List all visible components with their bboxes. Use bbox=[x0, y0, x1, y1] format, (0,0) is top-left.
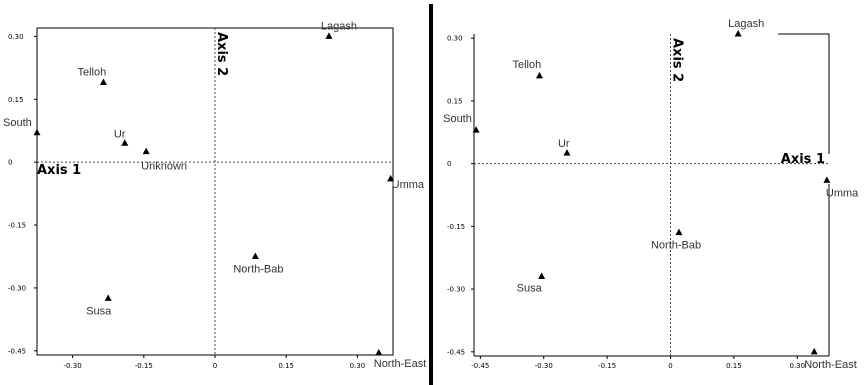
scatter-panel-left: -0.30 -0.15 0 0.15 0.30 0.30 0.15 0 -0.15 -0.30 -0… bbox=[3, 20, 427, 370]
data-point-marker bbox=[99, 78, 107, 85]
data-point-label: South bbox=[3, 117, 32, 129]
data-point-marker bbox=[33, 128, 41, 136]
y-tick-label: -0.30 bbox=[8, 284, 26, 292]
x-tick-label: -0.30 bbox=[64, 362, 82, 370]
data-point-marker bbox=[472, 126, 480, 133]
y-tick-label: 0 bbox=[8, 159, 12, 167]
x-tick-label: 0 bbox=[668, 362, 672, 370]
x-axis-label: Axis 1 bbox=[37, 163, 81, 178]
x-tick-label: 0.30 bbox=[350, 362, 366, 370]
data-point-label: Ur bbox=[114, 128, 126, 140]
y-tick-label: -0.15 bbox=[8, 222, 26, 230]
data-point-marker bbox=[675, 228, 683, 236]
plot-frame bbox=[473, 33, 830, 357]
data-point-marker bbox=[325, 32, 333, 39]
x-tick-label: 0.15 bbox=[278, 362, 294, 370]
data-point-marker bbox=[538, 272, 546, 280]
scatter-panel-right: -0.45 -0.30 -0.15 0 0.15 0.30 0.30 0.15 0 -0.15 -0… bbox=[443, 18, 859, 371]
data-point-marker bbox=[536, 71, 544, 79]
data-point-marker bbox=[734, 30, 742, 37]
x-tick-label: 0.30 bbox=[790, 362, 806, 370]
data-point-marker bbox=[142, 147, 150, 155]
data-point-marker bbox=[121, 139, 129, 146]
data-point-marker bbox=[563, 149, 571, 156]
data-point-marker bbox=[251, 252, 259, 259]
x-tick-label: -0.45 bbox=[471, 362, 489, 370]
x-tick-label: -0.15 bbox=[598, 362, 616, 370]
y-tick-label: 0.15 bbox=[8, 96, 24, 104]
data-point-label: North-Bab bbox=[233, 263, 283, 275]
x-tick-label: -0.30 bbox=[535, 362, 553, 370]
data-point-marker bbox=[104, 294, 112, 301]
y-axis-label: Axis 2 bbox=[670, 38, 685, 82]
y-tick-label: -0.45 bbox=[447, 348, 465, 356]
y-tick-label: -0.15 bbox=[447, 223, 465, 231]
data-point-label: Lagash bbox=[728, 18, 764, 30]
data-point-label: South bbox=[443, 113, 472, 125]
data-point-label: Unknown bbox=[141, 161, 187, 173]
data-point-label: Lagash bbox=[321, 20, 357, 32]
data-point-marker bbox=[375, 348, 383, 356]
data-point-marker bbox=[823, 176, 831, 183]
x-tick-label: -0.15 bbox=[135, 362, 153, 370]
y-axis-label: Axis 2 bbox=[214, 32, 229, 76]
y-tick-label: 0.30 bbox=[447, 35, 463, 43]
data-point-label: Umma bbox=[826, 187, 859, 199]
data-point-label: North-East bbox=[374, 358, 427, 370]
data-point-label: North-Bab bbox=[651, 240, 701, 252]
x-tick-label: 0 bbox=[213, 362, 217, 370]
y-tick-label: -0.30 bbox=[447, 286, 465, 294]
data-point-marker bbox=[810, 347, 818, 355]
y-tick-label: 0.15 bbox=[447, 97, 463, 105]
panel-divider bbox=[429, 4, 433, 385]
data-point-label: Susa bbox=[517, 283, 543, 295]
data-point-marker bbox=[387, 174, 395, 182]
data-point-label: Telloh bbox=[513, 59, 542, 71]
data-point-label: Susa bbox=[86, 305, 112, 317]
x-tick-label: 0.15 bbox=[726, 362, 742, 370]
data-point-label: North-East bbox=[804, 359, 857, 371]
y-tick-label: 0 bbox=[447, 160, 451, 168]
y-tick-label: -0.45 bbox=[8, 347, 26, 355]
data-point-label: Umma bbox=[392, 179, 425, 191]
x-axis-label: Axis 1 bbox=[781, 152, 825, 167]
data-point-label: Telloh bbox=[77, 67, 106, 79]
data-point-label: Ur bbox=[558, 138, 570, 150]
y-tick-label: 0.30 bbox=[8, 33, 24, 41]
